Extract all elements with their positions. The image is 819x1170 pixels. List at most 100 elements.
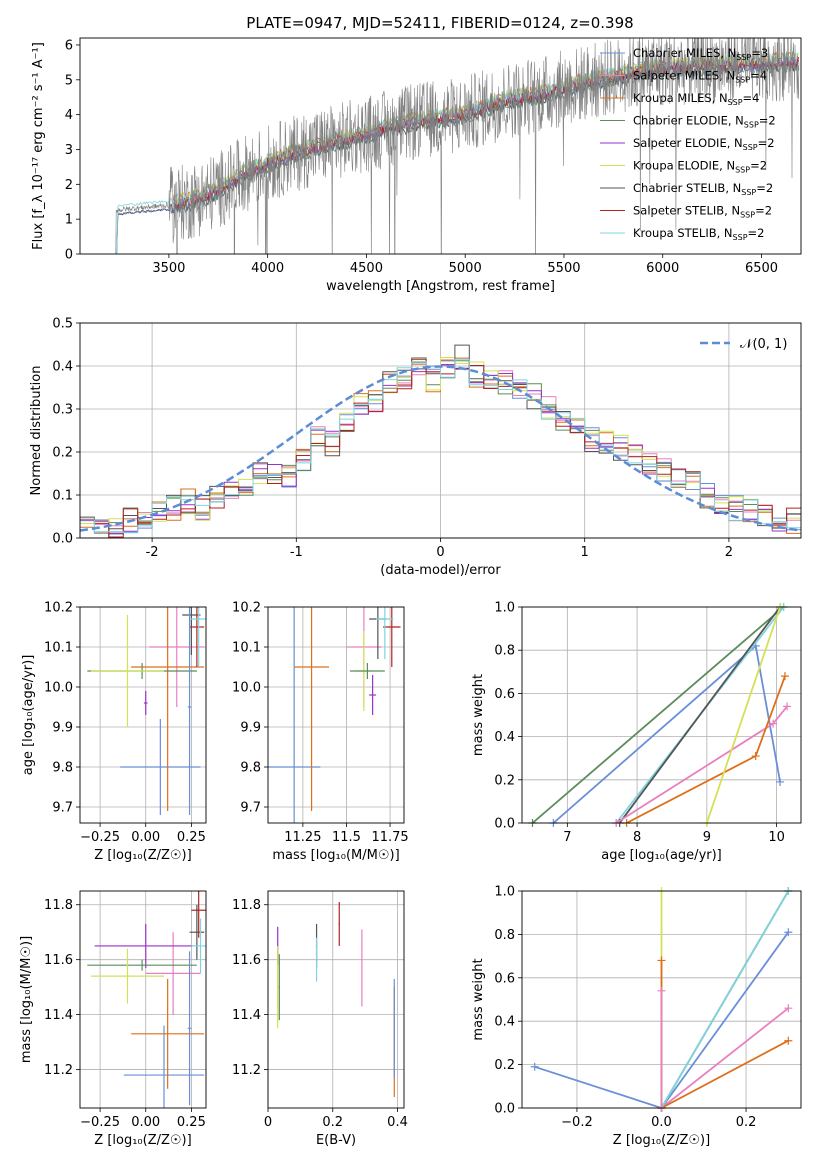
legend-suffix: =3 <box>751 46 768 60</box>
legend-text: Salpeter STELIB, N <box>633 204 740 218</box>
legend-suffix: =4 <box>750 69 767 83</box>
weight-line-chabrier-miles <box>534 931 790 1108</box>
axes-panel-2: −0.25 0.00 0.25 9.7 9.8 9.9 10.0 10.1 10.2 Z [log… <box>21 601 207 863</box>
y-tick-label: 11.2 <box>44 1063 73 1078</box>
legend-suffix: =2 <box>748 226 765 240</box>
x-tick-label: 0.25 <box>177 1115 206 1130</box>
y-tick-label: 11.2 <box>232 1063 261 1078</box>
weight-line-kroupa-miles <box>661 1039 789 1108</box>
legend-suffix: =2 <box>759 114 776 128</box>
data-point-marker <box>776 777 785 786</box>
y-tick-label: 9.9 <box>52 721 73 736</box>
data-point-marker <box>784 1036 793 1045</box>
y-tick-label: 10.0 <box>44 681 73 696</box>
x-tick-label: 0.2 <box>736 1115 757 1130</box>
axes-frame <box>267 890 405 1109</box>
legend-subscript: SSP <box>733 233 748 242</box>
legend-text: Salpeter ELODIE, N <box>633 136 743 150</box>
weight-line-kroupa-elodie <box>705 607 781 823</box>
y-tick-label: 0.6 <box>494 971 515 986</box>
axes-frame <box>521 606 802 824</box>
legend-subscript: SSP <box>743 143 758 152</box>
legend-text: Chabrier MILES, N <box>633 46 736 60</box>
legend-subscript: SSP <box>735 166 750 175</box>
x-tick-label: 4000 <box>251 261 284 276</box>
y-tick-label: 0.2 <box>494 1058 515 1073</box>
weight-line-chabrier-miles <box>552 644 781 823</box>
y-axis-label: Normed distribution <box>29 366 44 496</box>
axes-panel-0: 3500 4000 4500 5000 5500 6000 6500 0 1 2 3 4 5 6 wavel… <box>31 37 802 294</box>
axes-panel-5: −0.25 0.00 0.25 11.2 11.4 11.6 11.8 Z [log₁₀(Z/… <box>19 890 207 1148</box>
y-tick-label: 2 <box>65 178 73 193</box>
legend-label: Salpeter STELIB, NSSP=2 <box>633 204 772 220</box>
weight-line-salpeter-miles <box>615 705 788 823</box>
legend-subscript: SSP <box>736 53 751 62</box>
y-tick-label: 1.0 <box>494 885 515 900</box>
x-tick-label: 8 <box>633 830 641 845</box>
x-tick-label: 0.4 <box>387 1115 408 1130</box>
axes-panel-4: 7 8 9 10 0.0 0.2 0.4 0.6 0.8 1.0 age [log₁₀(age/yr… <box>471 601 802 863</box>
error-crosses <box>277 901 395 1098</box>
y-tick-label: 0.2 <box>52 446 73 461</box>
legend-text: Chabrier ELODIE, N <box>633 114 744 128</box>
legend-suffix: =4 <box>743 91 760 105</box>
x-axis-label: wavelength [Angstrom, rest frame] <box>326 279 555 294</box>
y-tick-label: 0.0 <box>52 532 73 547</box>
x-tick-label: 4500 <box>350 261 383 276</box>
x-tick-label: 5000 <box>449 261 482 276</box>
legend-label: 𝒩(0, 1) <box>740 337 787 352</box>
x-tick-label: −0.25 <box>80 830 120 845</box>
y-tick-label: 9.7 <box>240 801 261 816</box>
y-tick-label: 0.3 <box>52 403 73 418</box>
x-tick-label: 0 <box>264 1115 272 1130</box>
y-tick-label: 11.6 <box>232 953 261 968</box>
legend-suffix: =2 <box>750 159 767 173</box>
x-tick-label: -1 <box>290 545 303 560</box>
data-point-marker <box>769 719 778 728</box>
legend-label: Kroupa ELODIE, NSSP=2 <box>633 159 767 175</box>
legend-subscript: SSP <box>744 121 759 130</box>
y-tick-label: 0.0 <box>494 1102 515 1117</box>
y-tick-label: 0.5 <box>52 317 73 332</box>
weight-line-kroupa-stelib <box>660 891 790 1108</box>
x-tick-label: 6500 <box>745 261 778 276</box>
y-tick-label: 9.9 <box>240 721 261 736</box>
data-point-marker <box>657 956 666 965</box>
y-tick-label: 9.8 <box>52 761 73 776</box>
y-tick-label: 4 <box>65 108 73 123</box>
legend-label: Chabrier ELODIE, NSSP=2 <box>633 114 776 130</box>
y-tick-label: 1 <box>65 213 73 228</box>
histogram-kroupa-elodie <box>80 357 801 538</box>
data-point-marker <box>784 928 793 937</box>
x-tick-label: 5500 <box>547 261 580 276</box>
weight-line-chabrier-elodie <box>531 607 785 823</box>
y-tick-label: 3 <box>65 143 73 158</box>
x-tick-label: 11.75 <box>371 830 408 845</box>
x-tick-label: -2 <box>146 545 159 560</box>
y-axis-label: Flux [f_λ 10⁻¹⁷ erg cm⁻² s⁻¹ A⁻¹] <box>31 42 46 250</box>
y-tick-label: 0.8 <box>494 928 515 943</box>
y-tick-label: 9.7 <box>52 801 73 816</box>
legend-suffix: =2 <box>756 181 773 195</box>
x-tick-label: 0.00 <box>131 830 160 845</box>
legend-text: Kroupa MILES, N <box>633 91 728 105</box>
y-tick-label: 0.6 <box>494 687 515 702</box>
y-tick-label: 0.0 <box>494 817 515 832</box>
weight-line-salpeter-miles <box>660 1007 789 1108</box>
x-tick-label: 1 <box>581 545 589 560</box>
data-point-marker <box>783 702 792 711</box>
y-tick-label: 10.2 <box>232 601 261 616</box>
legend-label: Kroupa MILES, NSSP=4 <box>633 91 759 107</box>
x-axis-label: Z [log₁₀(Z/Z☉)] <box>94 848 191 863</box>
y-axis-label: mass weight <box>471 674 486 756</box>
axes-frame <box>79 606 207 824</box>
axes-panel-1: -2 -1 0 1 2 0.0 0.1 0.2 0.3 0.4 0.5 (data-model)/er… <box>29 317 802 578</box>
axes-frame <box>521 890 802 1109</box>
y-axis-label: mass weight <box>471 958 486 1040</box>
legend-subscript: SSP <box>740 211 755 220</box>
y-tick-label: 0.4 <box>52 360 73 375</box>
y-tick-label: 10.1 <box>44 641 73 656</box>
x-tick-label: 0.0 <box>651 1115 672 1130</box>
x-tick-label: 9 <box>703 830 711 845</box>
